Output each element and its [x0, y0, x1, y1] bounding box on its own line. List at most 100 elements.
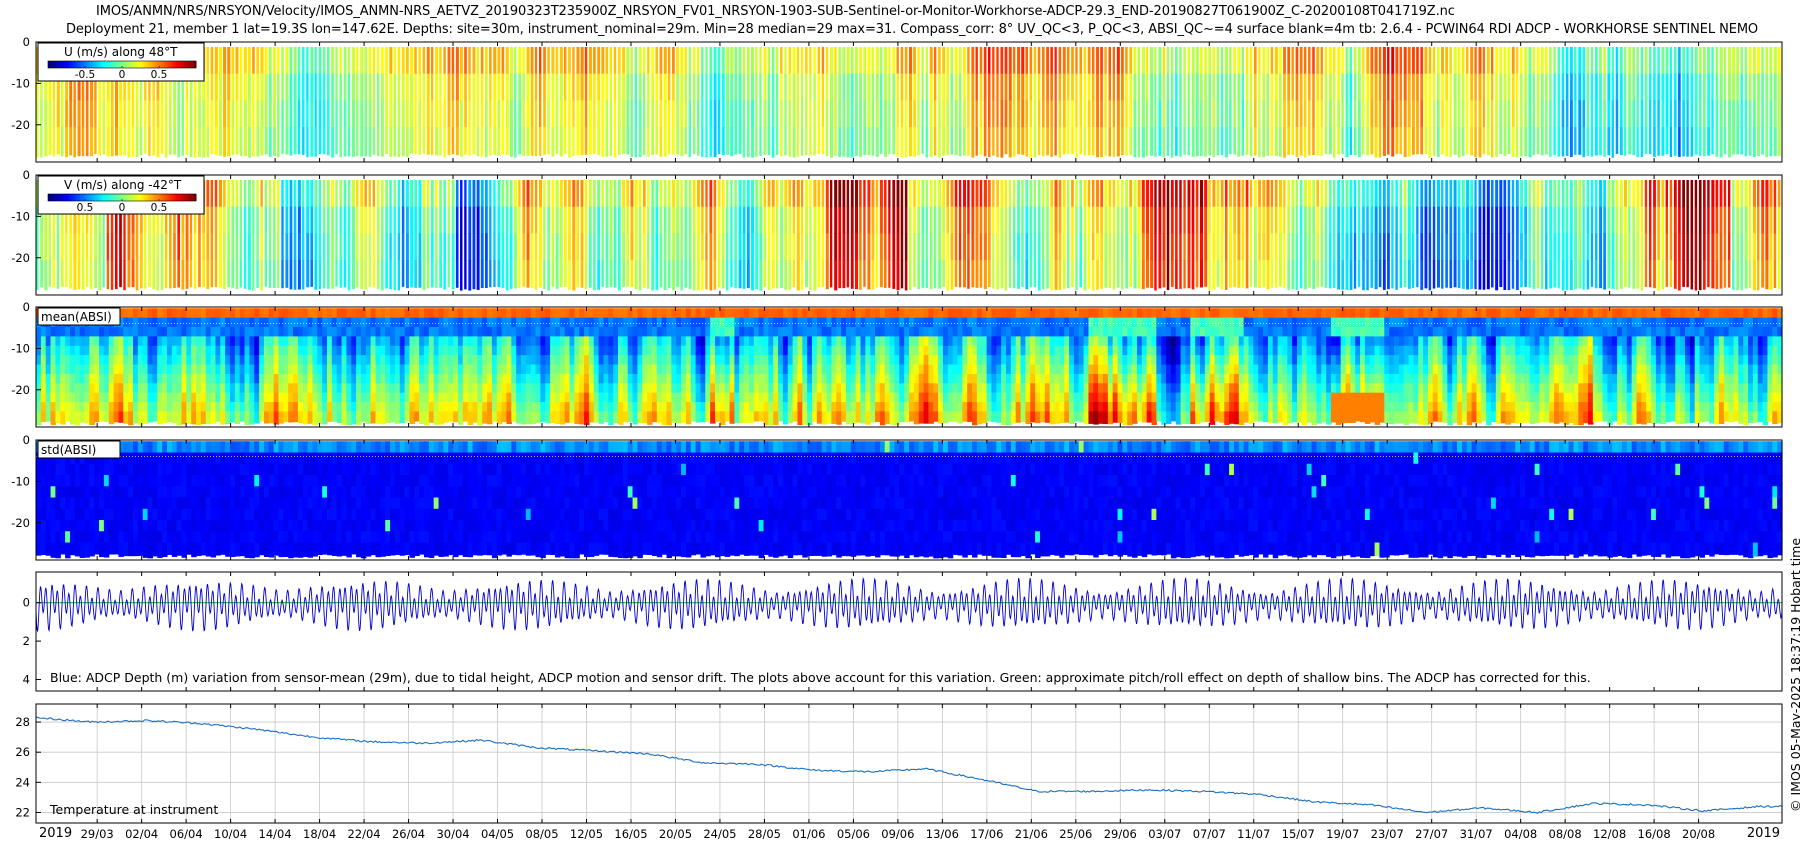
heatmap-cell: [133, 355, 139, 366]
heatmap-cell: [385, 233, 389, 261]
heatmap-cell: [917, 179, 921, 208]
heatmap-cell: [103, 355, 110, 366]
heatmap-cell: [467, 373, 474, 384]
heatmap-cell: [838, 233, 842, 261]
heatmap-cell: [1603, 73, 1606, 101]
heatmap-cell: [496, 373, 503, 384]
heatmap-cell: [792, 179, 796, 208]
heatmap-cell: [1524, 100, 1528, 128]
heatmap-cell: [701, 206, 704, 234]
heatmap-cell: [780, 260, 783, 288]
heatmap-cell: [1108, 46, 1112, 75]
heatmap-cell: [1761, 179, 1765, 208]
heatmap-cell: [346, 317, 352, 328]
heatmap-cell: [1578, 233, 1582, 261]
heatmap-cell: [1445, 206, 1448, 234]
heatmap-cell: [717, 179, 721, 208]
heatmap-cell: [424, 327, 430, 337]
heatmap-cell: [1707, 260, 1710, 288]
heatmap-cell: [543, 206, 546, 234]
heatmap-cell: [394, 373, 401, 384]
heatmap-cell: [1707, 233, 1710, 261]
heatmap-cell: [559, 233, 563, 261]
colorbar-swatch: [85, 194, 88, 201]
heatmap-cell: [518, 127, 522, 155]
heatmap-cell: [1100, 100, 1103, 128]
heatmap-cell: [1004, 260, 1008, 291]
heatmap-cell: [1274, 127, 1278, 157]
heatmap-cell: [263, 402, 270, 413]
heatmap-cell: [84, 383, 90, 394]
heatmap-cell: [1042, 206, 1045, 234]
heatmap-cell: [1220, 73, 1224, 101]
heatmap-cell: [1391, 233, 1394, 261]
heatmap-cell: [405, 73, 409, 101]
heatmap-cell: [455, 73, 459, 101]
heatmap-cell: [306, 233, 310, 261]
heatmap-cell: [347, 127, 351, 157]
heatmap-cell: [651, 233, 655, 261]
heatmap-cell: [293, 127, 297, 155]
heatmap-cell: [128, 402, 134, 413]
heatmap-cell: [1603, 260, 1606, 290]
colorbar-swatch: [82, 194, 86, 201]
heatmap-cell: [501, 373, 508, 384]
heatmap-cell: [521, 402, 527, 413]
heatmap-cell: [1004, 46, 1008, 75]
heatmap-cell: [186, 355, 192, 366]
heatmap-cell: [534, 46, 538, 75]
heatmap-cell: [942, 206, 945, 234]
heatmap-cell: [390, 355, 396, 366]
heatmap-cell: [672, 260, 676, 291]
heatmap-cell: [166, 355, 173, 366]
heatmap-cell: [1511, 206, 1515, 234]
heatmap-cell: [1208, 233, 1211, 261]
colorbar-tick-label: 0.5: [77, 202, 94, 214]
heatmap-cell: [1449, 73, 1452, 101]
heatmap-cell: [1536, 100, 1540, 128]
heatmap-cell: [137, 336, 144, 347]
heatmap-cell: [1220, 100, 1224, 128]
heatmap-cell: [248, 233, 251, 261]
heatmap-cell: [375, 364, 381, 375]
heatmap-cell: [376, 260, 380, 290]
heatmap-cell: [721, 260, 725, 289]
heatmap-cell: [90, 127, 94, 157]
heatmap-cell: [545, 345, 551, 356]
heatmap-cell: [480, 179, 484, 208]
heatmap-cell: [1474, 73, 1477, 101]
heatmap-cell: [108, 364, 115, 375]
heatmap-cell: [696, 73, 700, 101]
heatmap-cell: [501, 336, 508, 347]
heatmap-cell: [846, 233, 850, 261]
heatmap-cell: [272, 127, 276, 156]
heatmap-cell: [1224, 179, 1228, 208]
colorbar-swatch: [186, 194, 190, 201]
heatmap-cell: [613, 100, 617, 128]
heatmap-cell: [863, 260, 866, 287]
heatmap-cell: [94, 327, 100, 337]
heatmap-cell: [1707, 73, 1711, 101]
heatmap-cell: [659, 260, 663, 288]
heatmap-cell: [360, 317, 367, 328]
heatmap-cell: [555, 46, 559, 75]
heatmap-cell: [1324, 206, 1328, 234]
heatmap-cell: [351, 336, 357, 347]
heatmap-cell: [81, 233, 85, 261]
heatmap-cell: [1391, 260, 1394, 289]
heatmap-cell: [1333, 46, 1336, 75]
heatmap-cell: [312, 345, 318, 356]
heatmap-cell: [131, 73, 135, 101]
heatmap-cell: [487, 327, 493, 337]
heatmap-cell: [1715, 46, 1719, 75]
heatmap-cell: [60, 364, 66, 375]
heatmap-cell: [244, 392, 250, 403]
heatmap-cell: [1200, 260, 1204, 288]
heatmap-cell: [210, 355, 217, 366]
heatmap-cell: [838, 206, 842, 234]
heatmap-cell: [525, 336, 532, 347]
heatmap-cell: [60, 327, 66, 337]
heatmap-cell: [264, 260, 268, 287]
heatmap-cell: [356, 179, 359, 208]
heatmap-cell: [293, 383, 299, 394]
